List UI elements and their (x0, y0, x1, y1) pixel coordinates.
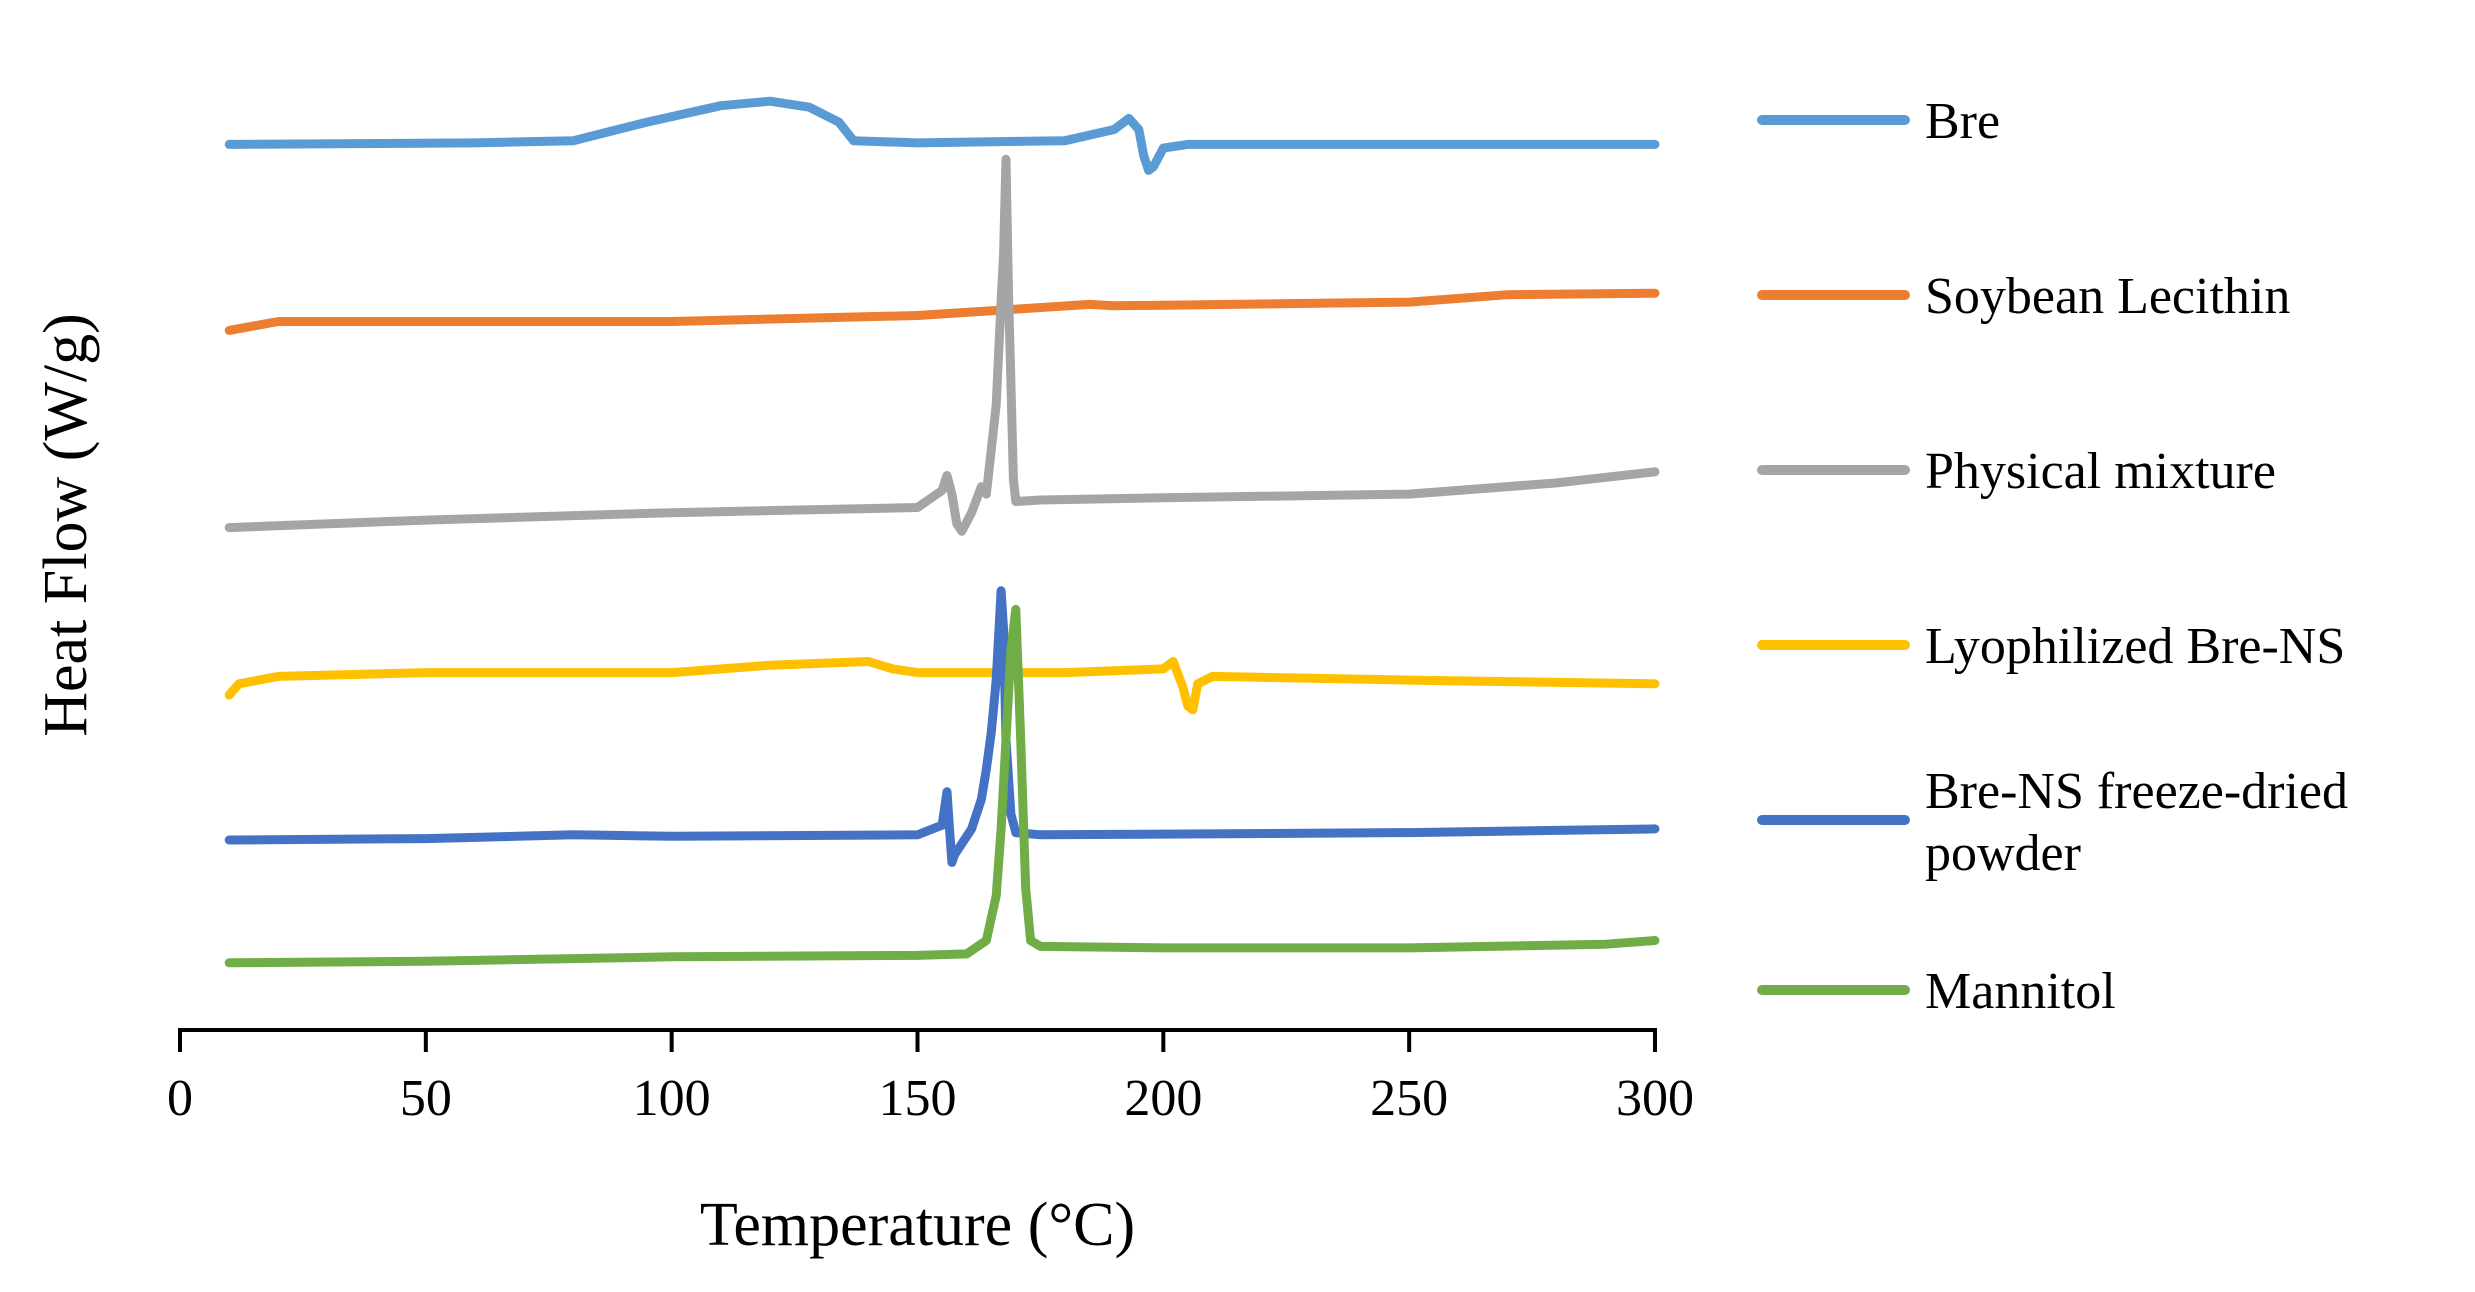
x-tick-label: 0 (167, 1070, 193, 1127)
y-axis-title: Heat Flow (W/g) (32, 313, 100, 737)
x-tick-label: 150 (879, 1070, 957, 1127)
legend-label-lyophilized-bre-ns: Lyophilized Bre-NS (1925, 618, 2345, 675)
x-axis-title: Temperature (°C) (700, 1191, 1135, 1259)
legend-label-bre-ns-freeze-dried-powder: Bre-NS freeze-dried powder (1925, 763, 2348, 882)
legend-label-soybean-lecithin: Soybean Lecithin (1925, 268, 2290, 325)
x-tick-label: 50 (400, 1070, 452, 1127)
x-tick-label: 100 (633, 1070, 711, 1127)
series-line-lyophilized-bre-ns (224, 657, 1660, 715)
series-line-bre-ns-freeze-dried-powder (224, 586, 1660, 867)
series-line-soybean-lecithin (224, 288, 1660, 335)
legend-label-mannitol: Mannitol (1925, 963, 2116, 1020)
legend-label-physical-mixture: Physical mixture (1925, 443, 2276, 500)
x-axis-ticks: 0 50 100 150 200 250 300 (167, 1030, 1694, 1127)
legend: Bre Soybean Lecithin Physical mixture Lyoph… (1757, 93, 2348, 1020)
x-tick-label: 250 (1370, 1070, 1448, 1127)
legend-label-bre: Bre (1925, 93, 2000, 150)
series-curves (224, 96, 1660, 968)
series-line-physical-mixture (224, 154, 1660, 536)
series-line-bre (224, 96, 1660, 175)
x-tick-label: 200 (1124, 1070, 1202, 1127)
series-line-mannitol (224, 604, 1660, 968)
plot-area (224, 96, 1660, 968)
x-tick-label: 300 (1616, 1070, 1694, 1127)
